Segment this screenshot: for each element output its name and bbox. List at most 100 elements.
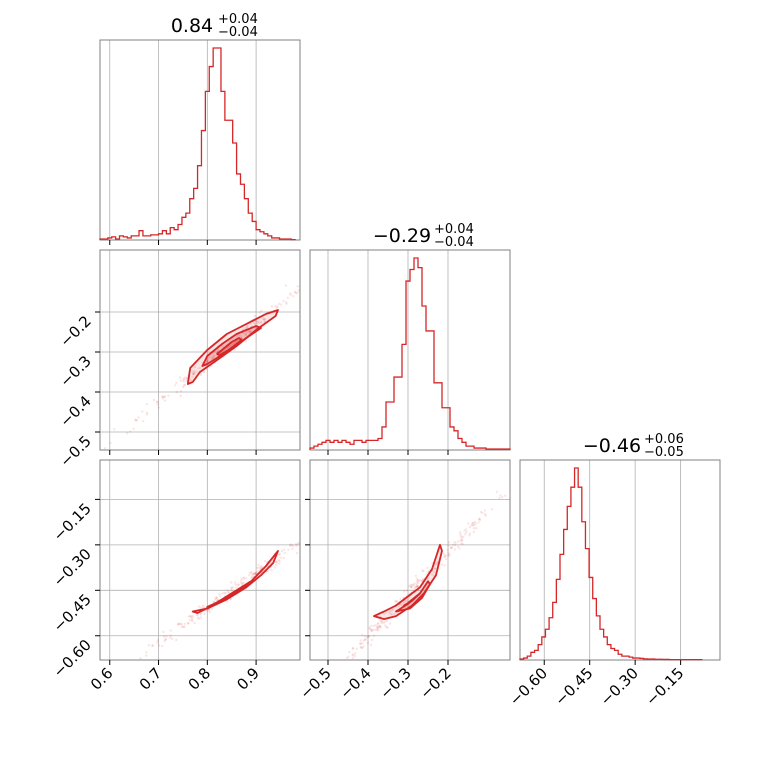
sample-point [278, 552, 282, 556]
sample-point [461, 542, 464, 546]
sample-point [186, 622, 190, 625]
sample-point [394, 600, 397, 603]
sample-point [372, 624, 375, 627]
sample-point [163, 395, 167, 398]
sample-point [109, 441, 112, 445]
sample-point [368, 626, 371, 629]
sample-point [196, 614, 199, 617]
sample-point [258, 566, 261, 569]
sample-point [169, 636, 172, 639]
sample-point [242, 577, 245, 581]
sample-point [163, 399, 167, 402]
sample-point [285, 301, 288, 304]
sample-point [365, 636, 369, 639]
sample-point [129, 430, 132, 433]
sample-point [405, 599, 408, 603]
sample-point [282, 548, 286, 551]
sample-point [411, 583, 414, 587]
sample-point [463, 533, 467, 536]
sample-point [244, 576, 248, 580]
sample-point [444, 557, 448, 561]
sample-point [390, 613, 394, 616]
sample-point [132, 427, 135, 431]
sample-point [461, 535, 465, 539]
sample-point [295, 544, 298, 547]
sample-point [442, 555, 446, 559]
sample-point [287, 548, 290, 551]
sample-point [463, 529, 466, 532]
sample-point [139, 657, 142, 660]
histogram-2 [519, 467, 703, 661]
param-title-0: 0.84 [171, 15, 213, 37]
sample-point [261, 317, 265, 320]
sample-point [193, 372, 196, 375]
sample-point [274, 560, 277, 563]
sample-point [296, 285, 300, 288]
sample-point [354, 652, 357, 655]
x-tick-label: −0.45 [551, 664, 596, 709]
sample-point [446, 554, 450, 557]
sample-point [451, 543, 455, 546]
sample-point [385, 619, 389, 622]
sample-point [263, 318, 266, 322]
sample-point [433, 567, 437, 570]
panel-1-1 [309, 249, 511, 455]
sample-point [468, 532, 472, 535]
y-tick-label: −0.5 [56, 432, 94, 470]
sample-point [261, 565, 264, 568]
sample-point [193, 365, 197, 369]
sample-point [142, 420, 145, 423]
sample-point [192, 372, 195, 376]
sample-point [230, 589, 233, 592]
sample-point [248, 571, 251, 575]
sample-point [409, 586, 413, 589]
sample-point [383, 620, 387, 623]
sample-point [135, 419, 139, 422]
sample-point [377, 625, 380, 628]
sample-point [202, 371, 206, 374]
sample-point [384, 624, 387, 627]
sample-point [254, 572, 257, 576]
sample-point [239, 581, 243, 584]
sample-point [270, 568, 273, 572]
sample-point [351, 647, 355, 650]
sample-point [113, 428, 116, 431]
sample-point [364, 638, 367, 641]
sample-point [468, 534, 471, 537]
sample-point [277, 553, 280, 557]
sample-point [405, 589, 409, 592]
param-title-minus-0: −0.04 [218, 25, 258, 40]
sample-point [288, 292, 292, 295]
sample-point [481, 511, 484, 515]
sample-point [182, 384, 186, 387]
sample-point [141, 410, 144, 413]
panel-0-0 [99, 39, 301, 245]
sample-point [242, 576, 246, 579]
sample-point [199, 616, 202, 619]
sample-point [352, 653, 355, 656]
sample-point [252, 321, 255, 324]
sample-point [376, 622, 380, 625]
sample-point [417, 581, 420, 585]
sample-point [165, 635, 168, 638]
sample-point [177, 622, 181, 625]
sample-point [191, 370, 194, 373]
sample-point [426, 566, 429, 570]
sample-point [501, 496, 504, 499]
sample-point [182, 378, 185, 381]
sample-point [189, 615, 193, 618]
sample-point [412, 584, 415, 587]
sample-point [367, 635, 370, 638]
sample-point [164, 638, 168, 641]
sample-point [260, 320, 263, 323]
sample-point [282, 299, 285, 303]
sample-point [155, 401, 159, 404]
x-tick-label: −0.3 [376, 664, 414, 702]
sample-point [292, 295, 295, 298]
sample-point [415, 577, 419, 580]
param-title-minus-2: −0.05 [644, 445, 684, 460]
sample-point [368, 627, 372, 631]
sample-point [402, 601, 405, 605]
sample-point [248, 329, 251, 332]
sample-point [382, 621, 385, 625]
